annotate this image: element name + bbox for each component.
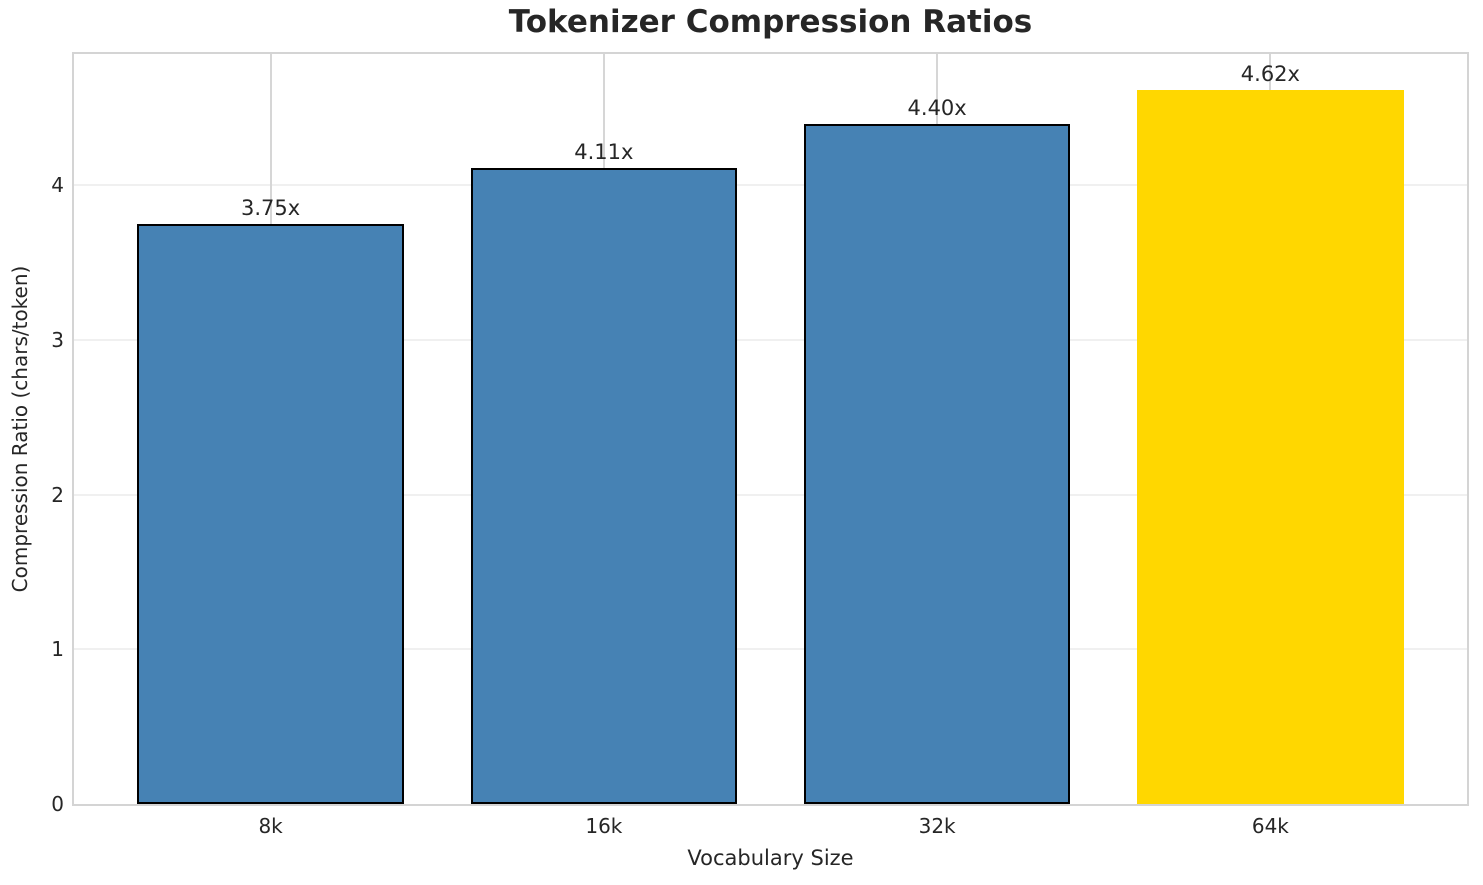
y-gridline — [74, 648, 1467, 651]
y-tick-label: 4 — [51, 173, 64, 198]
bar-64k — [1137, 89, 1404, 804]
x-tick-label: 64k — [1251, 814, 1289, 838]
plot-area: 3.75x 4.11x 4.40x 4.62x — [72, 52, 1469, 806]
bar-value-label: 4.62x — [1240, 61, 1300, 86]
y-tick-label: 0 — [51, 792, 64, 816]
bar-32k — [803, 123, 1071, 804]
chart-title: Tokenizer Compression Ratios — [508, 4, 1033, 40]
bar-16k — [470, 168, 738, 804]
y-gridline — [74, 339, 1467, 342]
y-gridline — [74, 493, 1467, 496]
x-tick-label: 32k — [918, 814, 956, 838]
y-axis-label: Compression Ratio (chars/token) — [8, 265, 32, 593]
bar-value-label: 4.40x — [907, 95, 967, 120]
x-tick-label: 8k — [258, 814, 283, 838]
x-tick-label: 16k — [585, 814, 623, 838]
y-gridline — [74, 184, 1467, 187]
y-tick-label: 1 — [51, 637, 64, 662]
y-tick-label: 3 — [51, 328, 64, 353]
bar-value-label: 3.75x — [241, 196, 301, 221]
x-axis-label: Vocabulary Size — [687, 846, 854, 870]
y-tick-label: 2 — [51, 482, 64, 507]
bar-8k — [137, 224, 404, 804]
bar-value-label: 4.11x — [574, 140, 634, 165]
